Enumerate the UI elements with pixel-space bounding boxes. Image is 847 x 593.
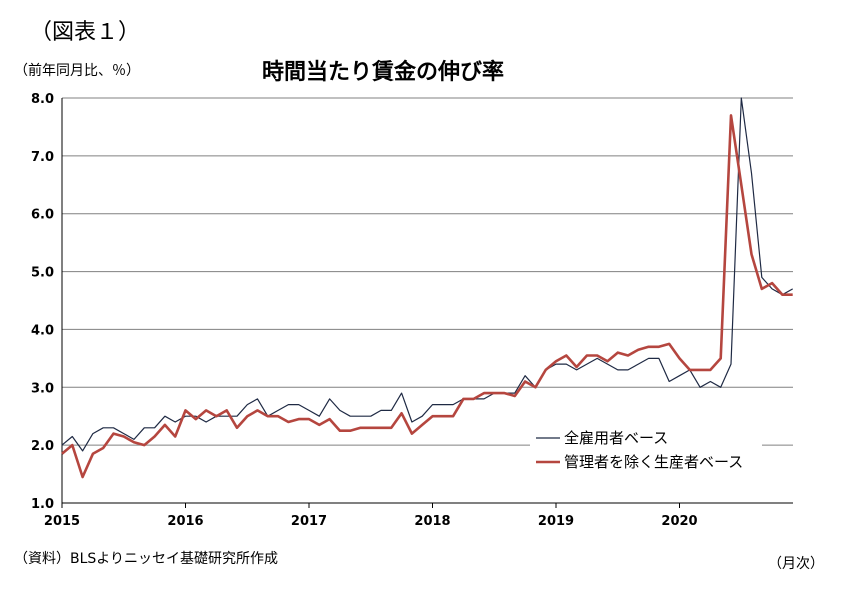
series-line-production-workers [61,114,793,479]
legend-box [530,424,762,478]
y-tick-label: 5.0 [31,266,54,281]
y-tick-label: 2.0 [31,439,54,454]
gridlines [61,97,793,504]
x-tick-label: 2016 [167,514,203,529]
y-tick-label: 1.0 [31,497,54,512]
legend-label: 全雇用者ベース [564,429,668,447]
x-tick-label: 2017 [291,514,327,529]
y-tick-label: 8.0 [31,92,54,107]
y-tick-label: 4.0 [31,323,54,338]
x-axis-ticks: 2015 2016 2017 2018 2019 2020 [44,503,698,529]
y-tick-label: 7.0 [31,150,54,165]
x-tick-label: 2020 [661,514,697,529]
series-lines [61,97,793,479]
x-unit-label: （月次） [768,556,824,572]
figure-label: （図表１） [30,20,141,45]
x-tick-label: 2015 [44,514,80,529]
y-axis-ticks: 1.0 2.0 3.0 4.0 5.0 6.0 7.0 8.0 [31,92,54,512]
x-tick-label: 2018 [414,514,450,529]
chart-title: 時間当たり賃金の伸び率 [262,60,505,85]
x-tick-label: 2019 [538,514,574,529]
y-tick-label: 3.0 [31,381,54,396]
y-tick-label: 6.0 [31,208,54,223]
legend-label: 管理者を除く生産者ベース [564,453,743,471]
series-line-all-employees [61,97,793,452]
source-note: （資料）BLSよりニッセイ基礎研究所作成 [14,551,279,567]
y-unit-label: （前年同月比、％） [14,63,140,79]
